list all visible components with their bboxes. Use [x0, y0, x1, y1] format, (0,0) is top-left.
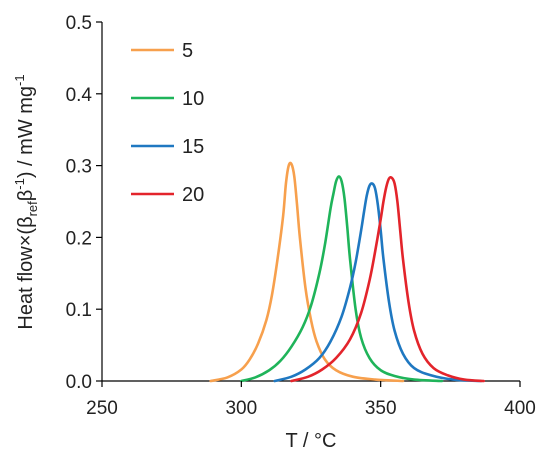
- y-tick-label: 0.5: [66, 13, 92, 34]
- y-axis-title-part-c: ) / mW mg: [15, 86, 37, 178]
- y-tick-label: 0.2: [66, 228, 92, 249]
- x-tick-label: 350: [365, 398, 397, 419]
- series-line-15: [273, 182, 483, 383]
- y-axis-title-part-a: Heat flow×(β: [15, 216, 37, 329]
- y-tick-label: 0.0: [66, 372, 92, 393]
- y-axis-title-sub-ref: ref: [25, 201, 40, 217]
- legend: 5 10 15 20: [131, 40, 204, 206]
- plot-area: [101, 22, 520, 383]
- x-tick-label: 250: [86, 398, 118, 419]
- x-axis-title: T / °C: [286, 430, 337, 452]
- y-axis-title-part-b: β: [15, 190, 37, 202]
- x-tick-label: 400: [504, 398, 536, 419]
- series-line-5: [209, 161, 405, 383]
- x-ticks: 250 300 350 400: [86, 381, 536, 419]
- legend-label: 20: [182, 184, 204, 206]
- y-axis-title-sup-2: -1: [12, 74, 27, 86]
- legend-label: 5: [182, 40, 193, 62]
- series-layer: [209, 161, 486, 383]
- y-tick-label: 0.3: [66, 157, 92, 178]
- y-tick-label: 0.1: [66, 300, 92, 321]
- y-ticks: 0.0 0.1 0.2 0.3 0.4 0.5: [66, 13, 102, 393]
- series-line-10: [240, 175, 444, 383]
- legend-label: 10: [182, 88, 204, 110]
- legend-label: 15: [182, 136, 204, 158]
- series-line-20: [290, 175, 486, 383]
- y-axis-title-sup-1: -1: [12, 178, 27, 190]
- y-axis-title: Heat flow×(βrefβ-1) / mW mg-1: [12, 74, 40, 329]
- x-tick-label: 300: [225, 398, 257, 419]
- y-tick-label: 0.4: [66, 85, 93, 106]
